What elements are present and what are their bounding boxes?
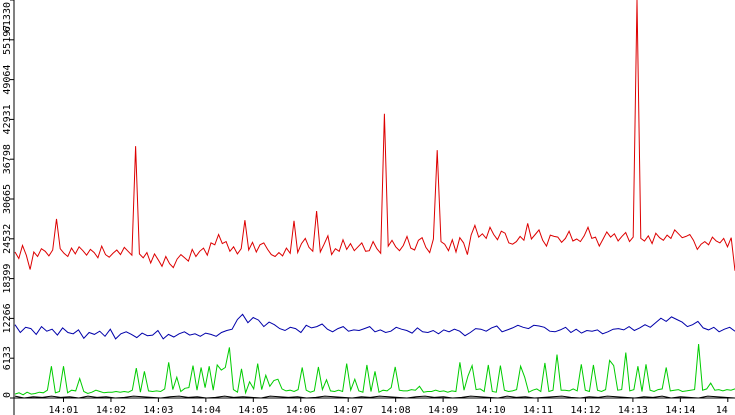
y-tick-label: 6133 <box>2 346 13 370</box>
series-line-2 <box>14 313 735 340</box>
y-tick-label: 24532 <box>2 224 13 254</box>
series-line-4 <box>14 395 735 399</box>
y-tick-label: 12266 <box>2 303 13 333</box>
x-tick-label: 14:13 <box>618 405 648 415</box>
x-tick-label: 14:11 <box>523 405 553 415</box>
x-tick-label: 14:04 <box>191 405 221 415</box>
x-tick-label: 14:06 <box>286 405 316 415</box>
x-tick-label: 14:09 <box>428 405 458 415</box>
y-tick-label: 61330 <box>2 2 13 32</box>
series-layer <box>14 0 735 399</box>
x-tick-layer: 14:01 14:02 14:03 14:04 14:05 14:06 14:07 14:08… <box>48 398 729 415</box>
x-tick-label: 14:05 <box>238 405 268 415</box>
axis-layer <box>13 0 735 415</box>
y-tick-label: 36798 <box>2 144 13 174</box>
x-tick-label: 14:12 <box>570 405 600 415</box>
y-tick-layer: 0 6133 12266 18399 24532 30665 36798 42931 49064… <box>2 0 14 399</box>
x-tick-label: 14 <box>716 405 728 415</box>
series-line-3 <box>14 344 735 396</box>
x-tick-label: 14:08 <box>381 405 411 415</box>
y-tick-label: 30665 <box>2 184 13 214</box>
y-tick-label: 42931 <box>2 104 13 134</box>
y-tick-label: 0 <box>2 392 13 398</box>
x-tick-label: 14:01 <box>48 405 78 415</box>
x-tick-label: 14:02 <box>96 405 126 415</box>
y-tick-label: 18399 <box>2 264 13 294</box>
x-tick-label: 14:07 <box>333 405 363 415</box>
y-tick-label: 49064 <box>2 65 13 95</box>
x-tick-label: 14:10 <box>475 405 505 415</box>
x-tick-label: 14:14 <box>665 405 695 415</box>
series-line-1 <box>14 0 735 271</box>
x-tick-label: 14:03 <box>143 405 173 415</box>
y-tick-label: 55197 <box>2 25 13 55</box>
